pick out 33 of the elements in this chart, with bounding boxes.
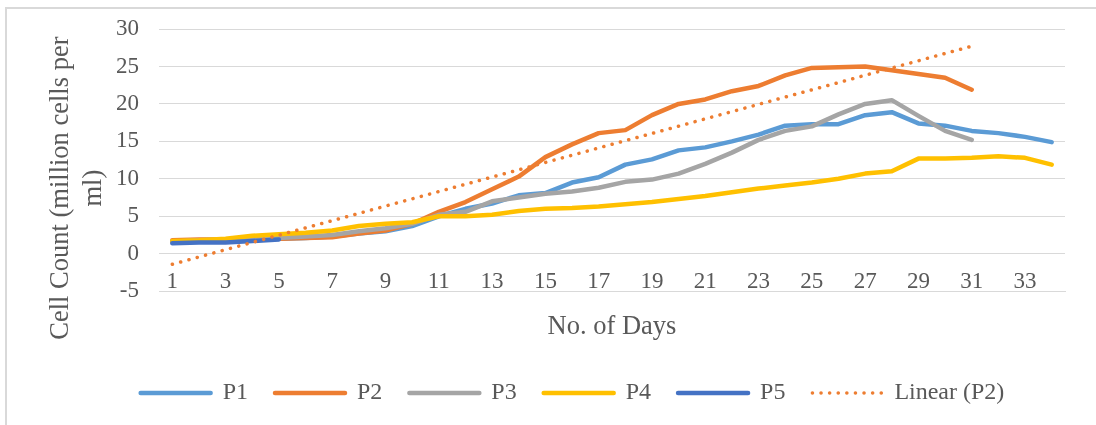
y-tick-label: 30: [116, 15, 139, 41]
x-tick-label: 11: [427, 268, 450, 294]
y-tick-label: 15: [116, 127, 139, 153]
x-tick-label: 19: [640, 268, 664, 294]
legend-label: P4: [625, 378, 652, 405]
y-tick-label: 25: [116, 52, 139, 78]
y-tick-label: 0: [127, 239, 139, 265]
x-tick-label: 5: [273, 268, 285, 294]
x-tick-label: 33: [1013, 268, 1037, 294]
y-tick-label: 10: [116, 164, 139, 190]
legend-label: P1: [222, 378, 249, 405]
y-tick-label: 20: [116, 89, 139, 115]
legend-label: P3: [491, 378, 517, 405]
x-tick-label: 9: [379, 268, 392, 294]
x-tick-label: 25: [800, 268, 824, 294]
x-axis-title: No. of Days: [547, 309, 677, 340]
x-tick-label: 15: [533, 268, 557, 294]
x-tick-label: 7: [326, 268, 338, 294]
y-axis-title: Cell Count (million cells per ml): [43, 36, 107, 340]
x-tick-label: 23: [747, 268, 771, 294]
x-tick-label: 3: [219, 268, 232, 294]
legend-label: P5: [760, 378, 786, 405]
y-tick-label: 5: [127, 202, 139, 228]
x-tick-label: 27: [853, 268, 877, 294]
x-tick-label: 1: [166, 268, 179, 294]
x-tick-label: 21: [693, 268, 717, 294]
x-tick-label: 13: [480, 268, 504, 294]
x-tick-label: 29: [906, 268, 930, 294]
legend-label: P2: [357, 378, 383, 405]
legend-label: Linear (P2): [894, 378, 1005, 405]
x-tick-label: 17: [587, 268, 611, 294]
x-tick-label: 31: [960, 268, 984, 294]
y-tick-label: -5: [119, 277, 139, 303]
